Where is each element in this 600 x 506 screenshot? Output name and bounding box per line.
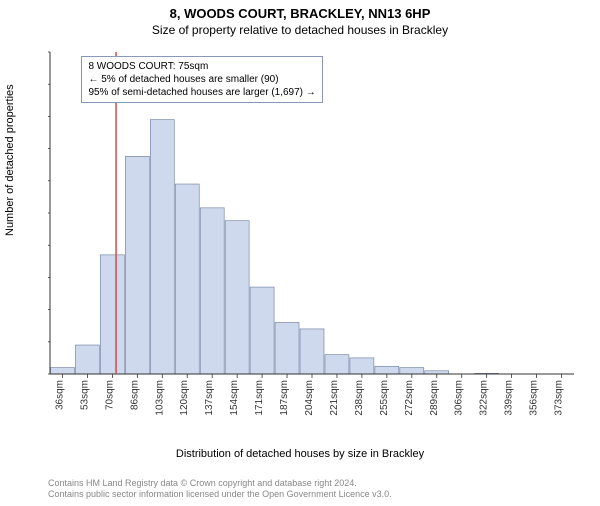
histogram-bar — [350, 358, 374, 374]
histogram-bar — [225, 221, 249, 374]
histogram-bar — [125, 156, 149, 374]
y-axis-label: Number of detached properties — [4, 84, 16, 236]
histogram-bar — [200, 208, 224, 374]
x-tick-label: 221sqm — [329, 380, 340, 416]
x-tick-label: 86sqm — [129, 380, 140, 410]
chart-title-line1: 8, WOODS COURT, BRACKLEY, NN13 6HP — [0, 6, 600, 21]
annotation-line3: 95% of semi-detached houses are larger (… — [88, 86, 315, 99]
x-tick-label: 322sqm — [479, 380, 490, 416]
x-tick-label: 120sqm — [179, 380, 190, 416]
x-tick-label: 356sqm — [529, 380, 540, 416]
x-tick-label: 154sqm — [229, 380, 240, 416]
x-tick-label: 171sqm — [254, 380, 265, 416]
x-tick-label: 306sqm — [454, 380, 465, 416]
chart-title-line2: Size of property relative to detached ho… — [0, 23, 600, 37]
histogram-bar — [375, 366, 399, 374]
histogram-bar — [275, 322, 299, 374]
histogram-svg: 05010015020025030035040045050036sqm53sqm… — [48, 50, 578, 420]
footer-line1: Contains HM Land Registry data © Crown c… — [48, 478, 392, 489]
histogram-bar — [100, 255, 124, 374]
x-axis-label: Distribution of detached houses by size … — [0, 448, 600, 460]
x-tick-label: 238sqm — [354, 380, 365, 416]
x-tick-label: 255sqm — [379, 380, 390, 416]
x-tick-label: 289sqm — [429, 380, 440, 416]
histogram-bar — [300, 329, 324, 374]
histogram-bar — [175, 184, 199, 374]
x-tick-label: 53sqm — [79, 380, 90, 410]
x-tick-label: 373sqm — [554, 380, 565, 416]
x-tick-label: 137sqm — [204, 380, 215, 416]
footer-credits: Contains HM Land Registry data © Crown c… — [48, 478, 392, 501]
chart-area: 05010015020025030035040045050036sqm53sqm… — [48, 50, 578, 420]
x-tick-label: 204sqm — [304, 380, 315, 416]
x-tick-label: 103sqm — [154, 380, 165, 416]
x-tick-label: 272sqm — [404, 380, 415, 416]
x-tick-label: 187sqm — [279, 380, 290, 416]
annotation-box: 8 WOODS COURT: 75sqm ← 5% of detached ho… — [81, 56, 322, 103]
x-tick-label: 36sqm — [54, 380, 65, 410]
histogram-bar — [325, 355, 349, 374]
histogram-bar — [51, 368, 75, 374]
annotation-line1: 8 WOODS COURT: 75sqm — [88, 60, 315, 73]
annotation-line2: ← 5% of detached houses are smaller (90) — [88, 73, 315, 86]
histogram-bar — [400, 368, 424, 374]
histogram-bar — [75, 345, 99, 374]
footer-line2: Contains public sector information licen… — [48, 489, 392, 500]
x-tick-label: 70sqm — [104, 380, 115, 410]
x-tick-label: 339sqm — [504, 380, 515, 416]
histogram-bar — [150, 120, 174, 374]
histogram-bar — [250, 287, 274, 374]
